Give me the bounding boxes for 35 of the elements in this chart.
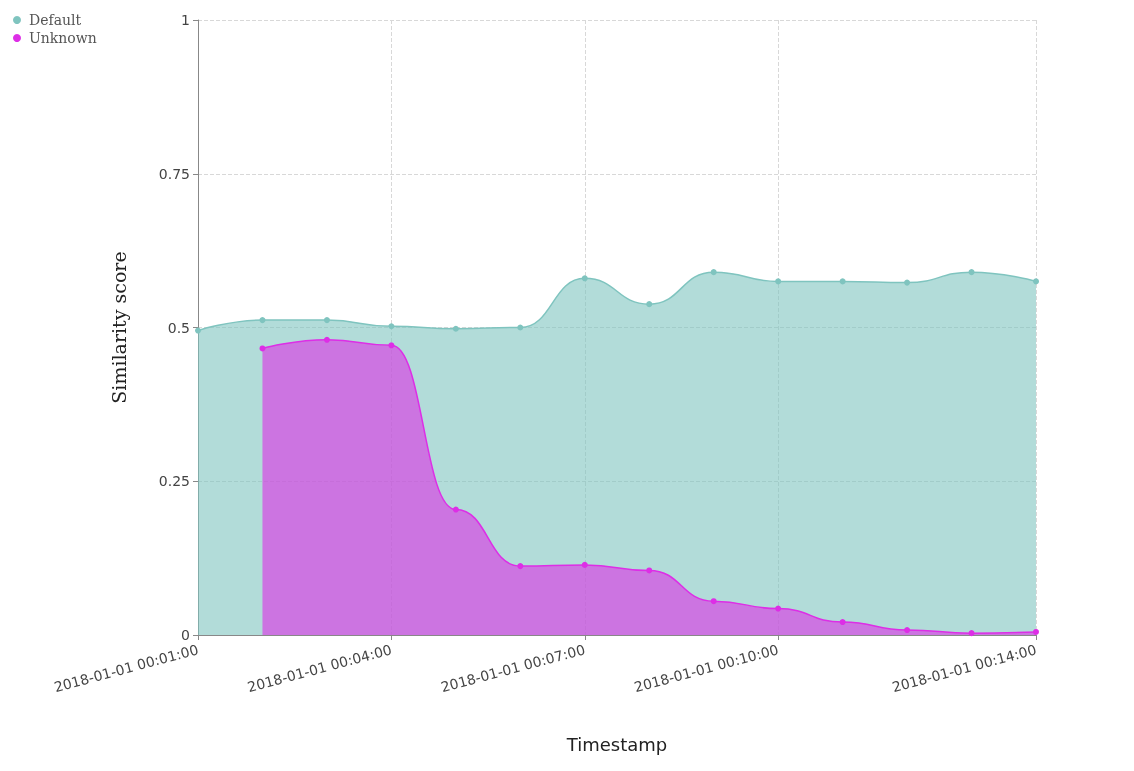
point bbox=[581, 561, 588, 568]
point bbox=[646, 301, 653, 308]
point bbox=[323, 317, 330, 324]
point bbox=[259, 345, 266, 352]
point bbox=[839, 278, 846, 285]
point bbox=[968, 630, 975, 637]
y-tick-label: 1 bbox=[181, 12, 190, 28]
point bbox=[452, 506, 459, 513]
x-axis-title: Timestamp bbox=[565, 733, 668, 755]
point bbox=[581, 275, 588, 282]
point bbox=[452, 325, 459, 332]
point bbox=[904, 279, 911, 286]
point bbox=[517, 563, 524, 570]
point bbox=[388, 342, 395, 349]
legend-label: Unknown bbox=[29, 30, 97, 46]
point bbox=[968, 269, 975, 276]
point bbox=[775, 605, 782, 612]
point bbox=[388, 323, 395, 330]
point bbox=[195, 327, 201, 334]
point bbox=[775, 278, 782, 285]
point bbox=[323, 336, 330, 343]
point bbox=[904, 627, 911, 634]
point bbox=[710, 269, 717, 276]
point bbox=[839, 619, 846, 626]
y-tick-label: 0.5 bbox=[167, 319, 190, 336]
y-tick-label: 0 bbox=[181, 627, 190, 643]
point bbox=[1033, 628, 1039, 635]
y-tick-label: 0.75 bbox=[158, 165, 190, 182]
point bbox=[710, 598, 717, 605]
legend-label: Default bbox=[29, 12, 82, 28]
point bbox=[646, 567, 653, 574]
point bbox=[1033, 278, 1039, 285]
point bbox=[259, 317, 266, 324]
y-tick-label: 0.25 bbox=[158, 473, 190, 490]
y-axis-title: Similarity score bbox=[107, 251, 130, 404]
